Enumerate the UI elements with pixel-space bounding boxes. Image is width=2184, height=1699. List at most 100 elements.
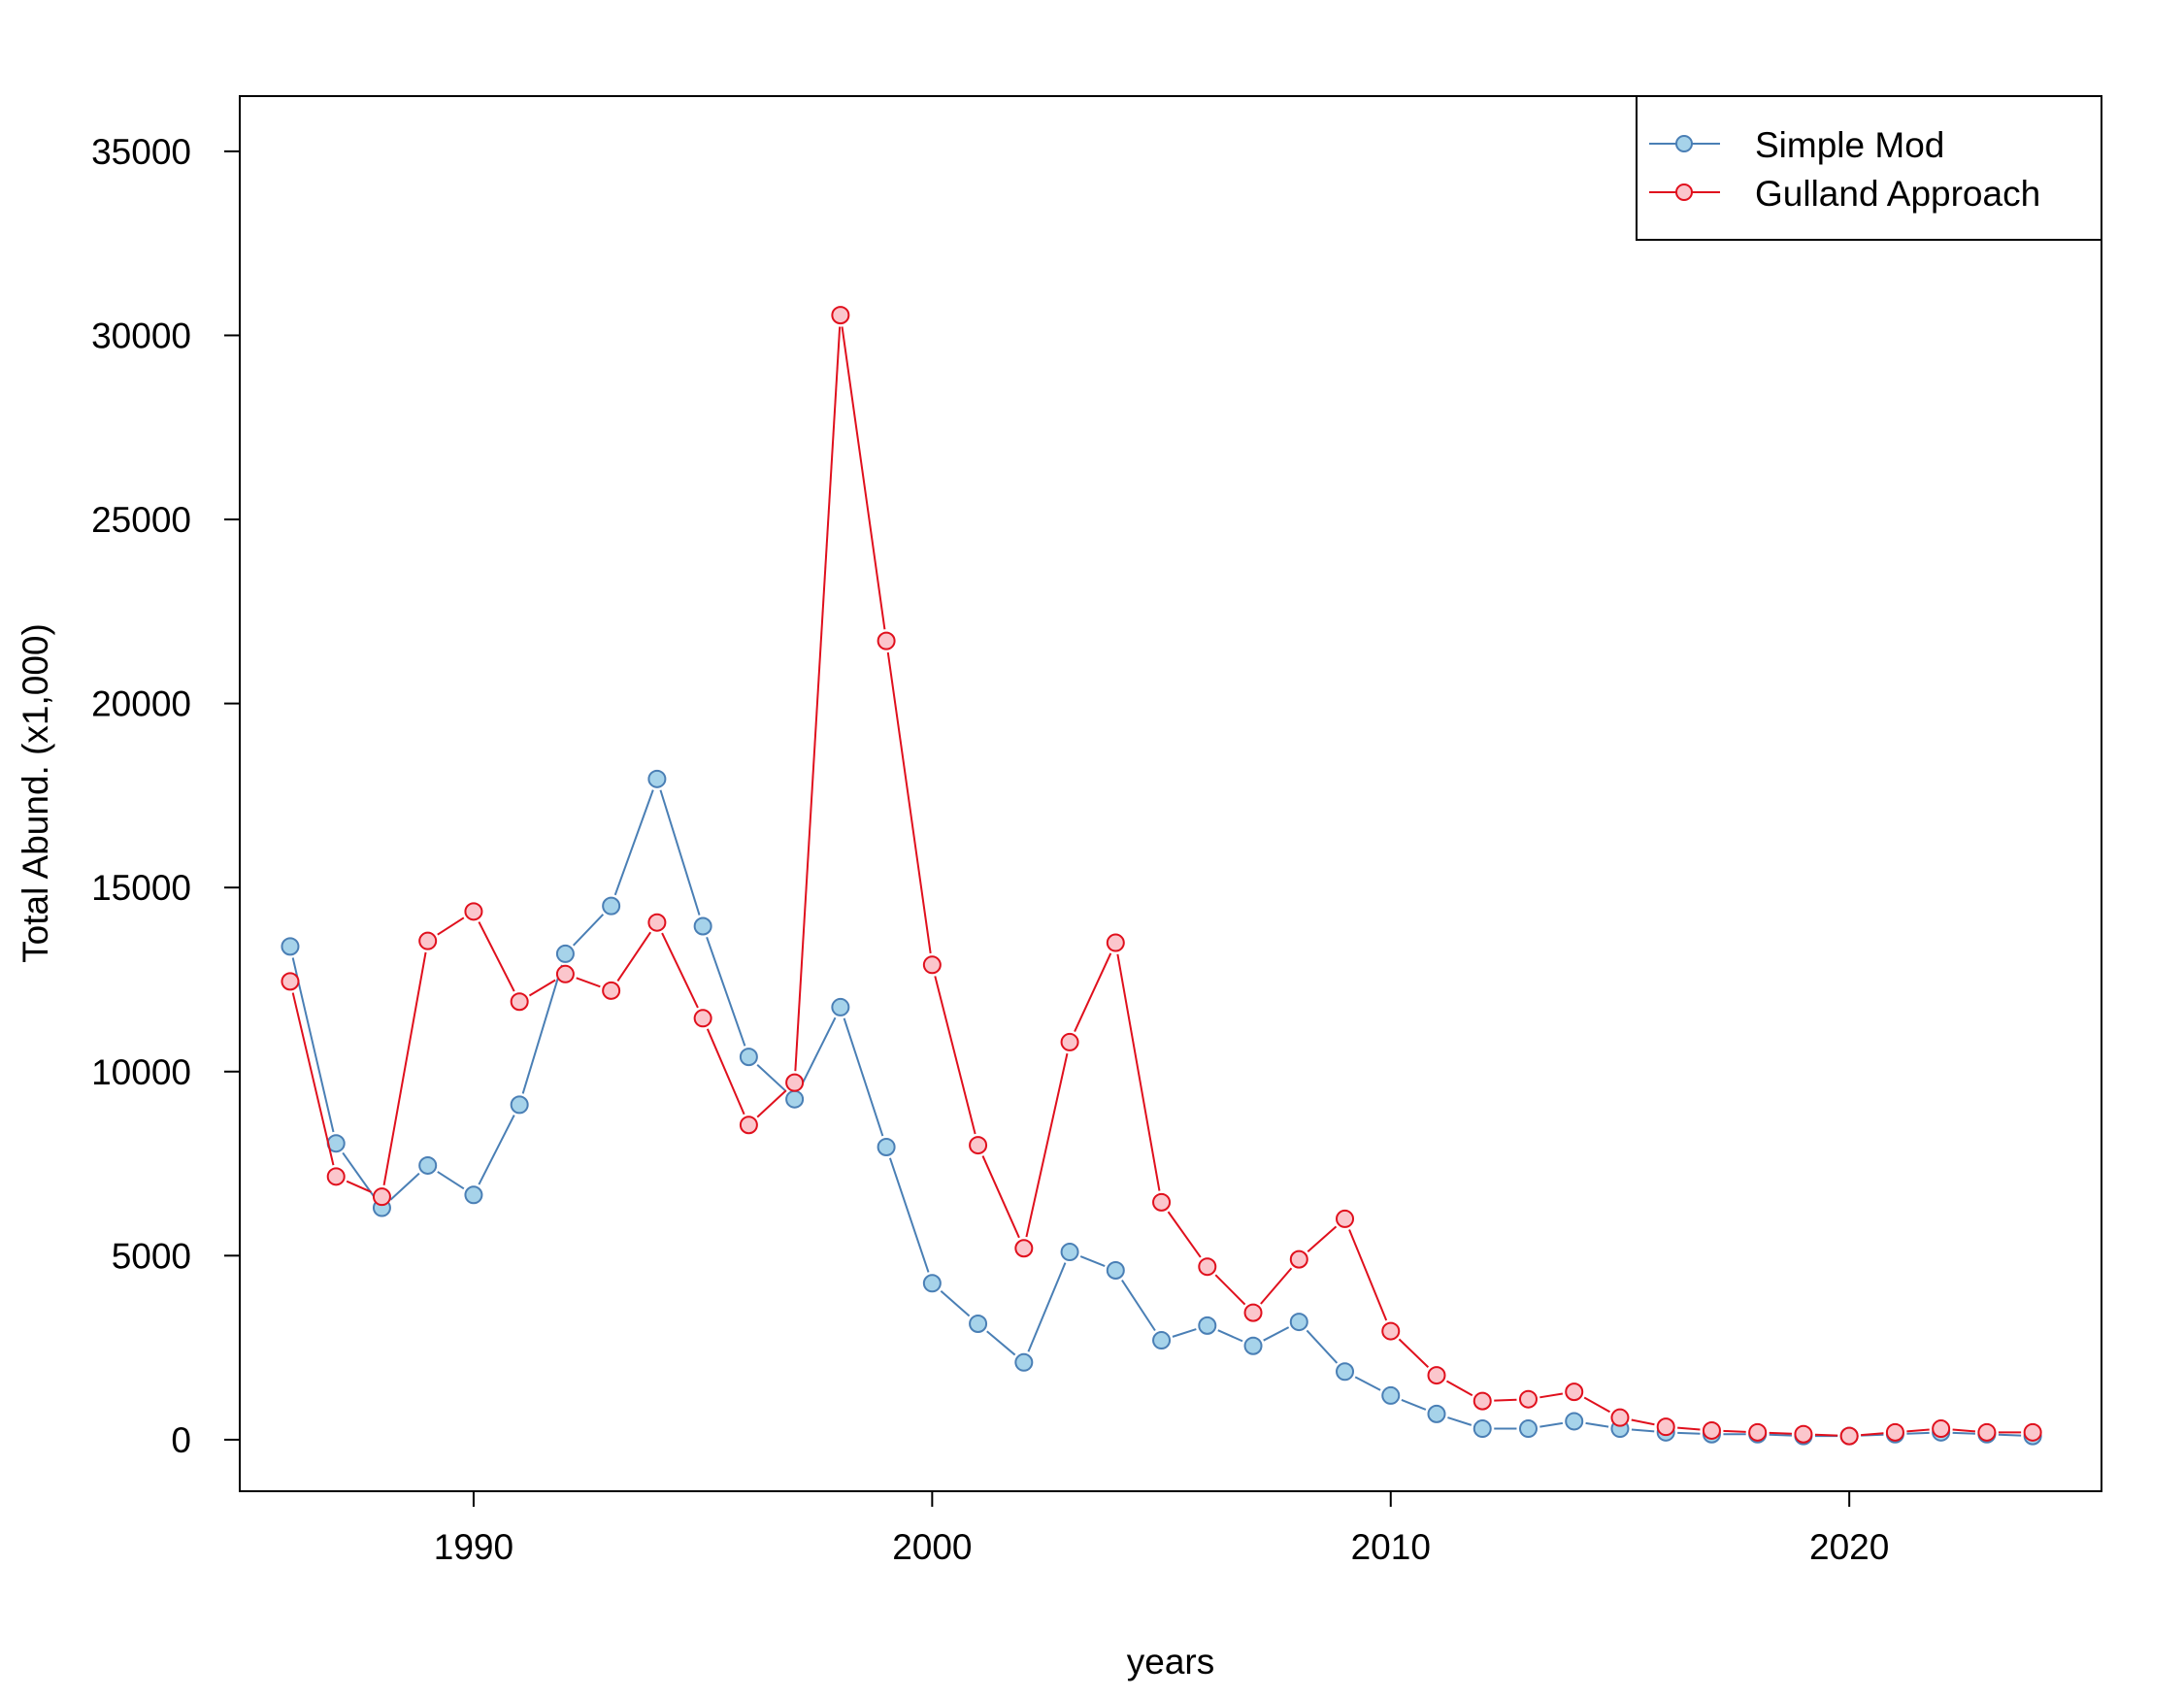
data-point-gulland-approach — [1977, 1422, 1997, 1442]
data-point-gulland-approach — [1473, 1391, 1492, 1411]
series-segment-gulland-approach — [478, 921, 515, 992]
data-point-simple-mod — [510, 1095, 529, 1115]
data-point-simple-mod — [1106, 1261, 1125, 1281]
data-point-gulland-approach — [510, 992, 529, 1012]
data-point-simple-mod — [602, 896, 621, 916]
y-tick-label: 25000 — [91, 500, 191, 540]
series-segment-simple-mod — [437, 1171, 465, 1190]
data-point-simple-mod — [418, 1155, 438, 1175]
data-point-gulland-approach — [693, 1009, 712, 1028]
series-segment-simple-mod — [291, 957, 335, 1133]
series-segment-gulland-approach — [1769, 1431, 1792, 1435]
data-point-gulland-approach — [1198, 1257, 1217, 1277]
series-segment-gulland-approach — [576, 977, 601, 988]
data-point-gulland-approach — [1610, 1408, 1630, 1427]
data-point-gulland-approach — [785, 1073, 805, 1092]
y-tick-label: 20000 — [91, 684, 191, 724]
data-point-simple-mod — [877, 1137, 896, 1156]
data-point-gulland-approach — [1656, 1417, 1675, 1437]
data-point-gulland-approach — [969, 1136, 988, 1155]
data-point-simple-mod — [281, 937, 300, 956]
data-point-simple-mod — [785, 1089, 805, 1109]
series-segment-simple-mod — [1769, 1433, 1792, 1437]
data-point-simple-mod — [1473, 1419, 1492, 1439]
series-segment-simple-mod — [1631, 1428, 1655, 1433]
data-point-gulland-approach — [1565, 1383, 1584, 1402]
x-tick-label: 1990 — [434, 1527, 513, 1567]
series-segment-gulland-approach — [886, 651, 932, 954]
y-tick-label: 0 — [171, 1420, 191, 1460]
data-point-gulland-approach — [418, 931, 438, 950]
series-segment-simple-mod — [756, 1064, 787, 1092]
legend-label-simple-mod: Simple Mod — [1755, 125, 1944, 165]
y-tick-label: 5000 — [112, 1236, 191, 1276]
series-segment-simple-mod — [389, 1172, 420, 1201]
series-segment-simple-mod — [1447, 1416, 1473, 1426]
series-segment-simple-mod — [1079, 1255, 1106, 1267]
series-segment-gulland-approach — [1214, 1274, 1246, 1306]
series-segment-gulland-approach — [1906, 1428, 1930, 1433]
series-segment-gulland-approach — [437, 916, 465, 936]
series-segment-simple-mod — [1027, 1262, 1067, 1352]
data-point-simple-mod — [693, 916, 712, 936]
legend-marker-gulland-approach — [1675, 183, 1693, 201]
series-segment-simple-mod — [659, 789, 701, 916]
data-point-gulland-approach — [464, 902, 483, 921]
data-point-gulland-approach — [372, 1187, 391, 1207]
series-segment-simple-mod — [1217, 1329, 1243, 1343]
data-point-gulland-approach — [1243, 1303, 1263, 1322]
series-segment-simple-mod — [1172, 1328, 1197, 1338]
data-point-gulland-approach — [1702, 1420, 1721, 1440]
data-point-simple-mod — [1243, 1336, 1263, 1355]
legend-label-gulland-approach: Gulland Approach — [1755, 174, 2040, 214]
data-point-simple-mod — [1381, 1385, 1401, 1405]
series-segment-simple-mod — [572, 914, 605, 947]
y-axis-title: Total Abund. (x1,000) — [16, 623, 55, 963]
data-point-simple-mod — [969, 1314, 988, 1333]
series-segment-gulland-approach — [756, 1089, 787, 1118]
data-point-gulland-approach — [602, 981, 621, 1000]
data-point-simple-mod — [1198, 1316, 1217, 1335]
series-segment-gulland-approach — [382, 951, 427, 1186]
data-point-gulland-approach — [1381, 1321, 1401, 1341]
y-tick-label: 30000 — [91, 316, 191, 355]
data-point-gulland-approach — [1885, 1422, 1904, 1442]
series-segment-gulland-approach — [291, 992, 335, 1166]
series-segment-simple-mod — [478, 1115, 515, 1185]
data-point-gulland-approach — [647, 913, 667, 932]
data-point-gulland-approach — [1152, 1192, 1172, 1212]
data-point-gulland-approach — [326, 1167, 346, 1186]
data-point-simple-mod — [555, 944, 575, 963]
data-point-gulland-approach — [739, 1116, 758, 1135]
series-segment-gulland-approach — [934, 976, 976, 1135]
data-point-gulland-approach — [922, 955, 942, 975]
data-point-gulland-approach — [1289, 1249, 1308, 1269]
data-point-simple-mod — [1014, 1352, 1034, 1372]
data-point-simple-mod — [922, 1274, 942, 1293]
y-tick-label: 10000 — [91, 1052, 191, 1092]
data-point-gulland-approach — [1336, 1209, 1355, 1228]
series-segment-gulland-approach — [1723, 1429, 1746, 1433]
y-tick-label: 35000 — [91, 132, 191, 172]
series-segment-gulland-approach — [1348, 1229, 1388, 1321]
series-segment-gulland-approach — [1025, 1052, 1069, 1238]
data-point-simple-mod — [1152, 1331, 1172, 1350]
data-point-simple-mod — [1427, 1404, 1446, 1423]
series-segment-gulland-approach — [1952, 1428, 1976, 1433]
data-point-gulland-approach — [1932, 1419, 1951, 1439]
data-point-gulland-approach — [1014, 1239, 1034, 1258]
data-point-gulland-approach — [1060, 1032, 1079, 1051]
data-point-simple-mod — [831, 997, 850, 1016]
series-segment-simple-mod — [986, 1330, 1016, 1356]
legend-box — [1636, 95, 2102, 241]
series-segment-simple-mod — [799, 1016, 837, 1089]
series-segment-gulland-approach — [1677, 1426, 1701, 1431]
data-point-simple-mod — [739, 1048, 758, 1067]
data-point-simple-mod — [1289, 1313, 1308, 1332]
series-segment-gulland-approach — [528, 979, 556, 997]
series-segment-gulland-approach — [1307, 1225, 1338, 1252]
y-axis: 0 5000 10000 15000 20000 25000 30000 35000 — [91, 132, 241, 1460]
data-point-simple-mod — [1060, 1243, 1079, 1262]
x-tick-label: 2010 — [1351, 1527, 1431, 1567]
